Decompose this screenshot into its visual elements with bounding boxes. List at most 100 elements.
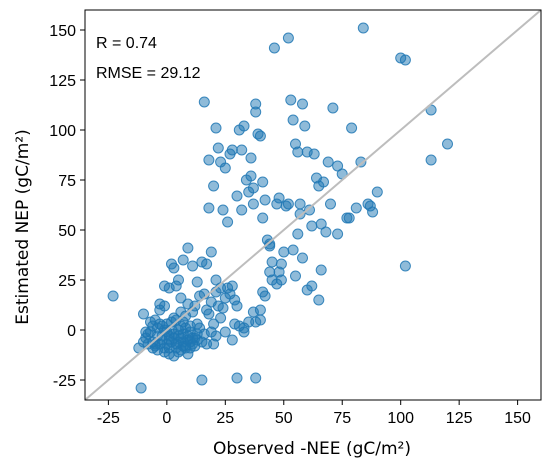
data-point	[250, 372, 262, 384]
data-point	[170, 280, 182, 292]
data-point	[320, 226, 332, 238]
data-point	[364, 200, 376, 212]
data-point	[325, 198, 336, 210]
data-point	[259, 194, 271, 206]
x-axis-label: Observed -NEE (gC/m²)	[213, 439, 411, 459]
data-point	[306, 280, 318, 292]
x-axis-ticks: -25 0 25 50 75 100 125 150	[97, 400, 531, 427]
data-point	[399, 54, 411, 66]
data-point	[238, 326, 250, 338]
data-point	[173, 324, 184, 336]
data-point	[322, 156, 334, 168]
data-point	[292, 146, 304, 158]
x-tick-label: 125	[446, 410, 473, 427]
x-tick-label: 25	[216, 410, 234, 427]
y-tick-label: 0	[67, 323, 76, 340]
data-point	[177, 254, 189, 266]
data-point	[226, 144, 238, 156]
data-point	[219, 326, 231, 338]
data-point	[205, 296, 217, 308]
data-point	[355, 156, 367, 168]
data-point	[205, 246, 217, 258]
x-tick-label: 100	[387, 410, 414, 427]
data-point	[182, 348, 194, 360]
rmse-annotation: RMSE = 29.12	[96, 65, 201, 82]
data-point	[215, 312, 227, 324]
data-point	[343, 212, 355, 224]
y-axis-label: Estimated NEP (gC/m²)	[13, 129, 33, 324]
r-annotation: R = 0.74	[96, 35, 157, 52]
data-point	[250, 316, 262, 328]
data-point	[236, 144, 248, 156]
data-point	[350, 202, 362, 214]
data-point	[285, 94, 297, 106]
data-point	[297, 252, 308, 264]
data-point	[254, 130, 266, 142]
data-point	[187, 260, 199, 272]
data-point	[236, 204, 248, 216]
data-point	[315, 264, 327, 276]
data-point	[294, 198, 306, 210]
y-tick-label: 25	[58, 273, 76, 290]
data-point	[212, 142, 224, 154]
x-tick-label: 150	[504, 410, 531, 427]
data-point	[107, 290, 119, 302]
data-point	[346, 122, 358, 134]
data-point	[217, 302, 229, 314]
data-point	[219, 162, 231, 174]
data-point	[327, 102, 339, 114]
data-point	[238, 120, 250, 132]
data-point	[282, 198, 294, 210]
data-point	[226, 334, 238, 346]
data-point	[135, 382, 147, 394]
data-point	[189, 340, 201, 352]
y-axis-ticks: -25 0 25 50 75 100 125 150	[49, 23, 85, 390]
data-point	[210, 330, 222, 342]
data-point	[217, 204, 229, 216]
data-point	[222, 216, 234, 228]
y-tick-label: -25	[53, 373, 76, 390]
data-point	[201, 258, 213, 270]
data-point	[245, 170, 257, 182]
data-point	[208, 180, 220, 192]
data-point	[308, 148, 320, 160]
data-point	[198, 96, 210, 108]
data-point	[257, 286, 269, 298]
data-point	[159, 324, 170, 336]
y-tick-label: 100	[49, 123, 76, 140]
data-point	[357, 22, 369, 34]
data-point	[306, 220, 318, 232]
data-point	[275, 274, 287, 286]
data-point	[313, 294, 325, 306]
x-tick-label: -25	[97, 410, 120, 427]
data-point	[138, 308, 149, 320]
data-point	[268, 42, 280, 54]
data-point	[182, 298, 194, 310]
data-point	[425, 154, 437, 166]
data-point	[257, 176, 269, 188]
data-point	[442, 138, 453, 150]
data-point	[166, 258, 177, 270]
y-tick-label: 125	[49, 73, 76, 90]
data-point	[299, 120, 311, 132]
data-points	[107, 22, 453, 394]
data-point	[290, 270, 301, 282]
data-point	[266, 256, 278, 268]
data-point	[203, 202, 215, 214]
data-point	[191, 276, 203, 288]
data-point	[168, 350, 180, 362]
data-point	[231, 300, 243, 312]
data-point	[175, 292, 187, 304]
data-point	[278, 246, 290, 258]
data-point	[292, 228, 304, 240]
data-point	[297, 98, 308, 110]
data-point	[140, 326, 152, 338]
x-tick-label: 0	[162, 410, 171, 427]
data-point	[273, 192, 285, 204]
data-point	[282, 32, 294, 44]
data-point	[231, 190, 243, 202]
data-point	[371, 186, 383, 198]
data-point	[229, 318, 241, 330]
